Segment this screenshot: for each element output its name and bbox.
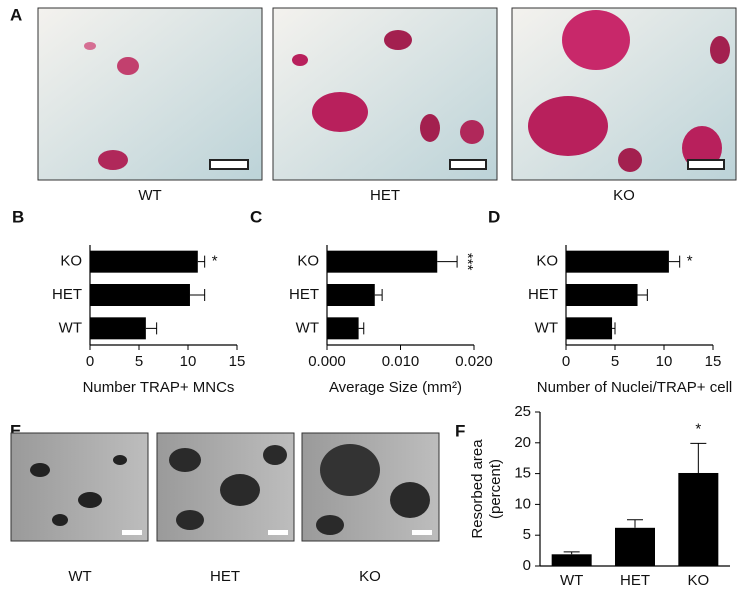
panel-letter: F (455, 421, 465, 440)
bar (551, 554, 592, 566)
error-bar (374, 289, 383, 301)
bar (566, 250, 669, 273)
y-tick-label: WT (535, 319, 558, 336)
y-tick-label: HET (528, 286, 558, 303)
bar (566, 317, 613, 340)
x-axis-label: Average Size (mm²) (329, 379, 462, 396)
y-tick-label: WT (59, 319, 82, 336)
panel-letter: E (10, 421, 21, 440)
x-tick-label: 5 (611, 353, 619, 370)
error-bar (358, 322, 365, 335)
panel-letter: A (10, 5, 22, 24)
bar (90, 250, 198, 273)
y-tick-label: WT (296, 319, 319, 336)
error-bar (668, 255, 681, 268)
x-tick-label: 0.010 (382, 353, 420, 370)
x-tick-label: 0 (86, 353, 94, 370)
significance-mark: * (687, 253, 693, 270)
micrograph-ko (301, 432, 440, 542)
x-axis-label: Number TRAP+ MNCs (83, 379, 235, 396)
bar (327, 317, 359, 340)
y-tick-label: KO (297, 253, 319, 270)
error-bar (637, 289, 648, 301)
y-tick-label: 5 (523, 526, 531, 543)
bar (615, 527, 655, 566)
micrograph-wt (37, 7, 263, 181)
micrograph-wt (10, 432, 149, 542)
bar (678, 472, 719, 566)
y-tick-label: HET (289, 286, 319, 303)
y-tick-label: 0 (523, 557, 531, 574)
x-tick-label: HET (620, 572, 650, 589)
significance-mark: *** (459, 253, 476, 271)
y-tick-label: 15 (514, 465, 531, 482)
y-tick-label: 10 (514, 495, 531, 512)
error-bar (189, 289, 206, 301)
bar (90, 284, 190, 306)
error-bar (437, 255, 458, 268)
caption: KO (613, 187, 635, 204)
x-tick-label: KO (687, 572, 709, 589)
error-bar (563, 551, 580, 555)
x-tick-label: 10 (656, 353, 673, 370)
micrograph-ko (511, 7, 737, 181)
x-tick-label: 5 (135, 353, 143, 370)
error-bar (627, 519, 643, 528)
panel-letter: B (12, 207, 24, 226)
y-tick-label: 20 (514, 434, 531, 451)
error-bar (197, 255, 206, 268)
y-tick-label: KO (60, 253, 82, 270)
caption: HET (370, 187, 400, 204)
bar (327, 250, 438, 273)
caption: KO (359, 568, 381, 585)
y-tick-label: KO (536, 253, 558, 270)
caption: WT (68, 568, 91, 585)
significance-mark: * (695, 420, 701, 437)
panel-letter: C (250, 207, 262, 226)
x-tick-label: 15 (229, 353, 246, 370)
x-axis-label: Number of Nuclei/TRAP+ cell (537, 379, 732, 396)
error-bar (145, 322, 158, 335)
bar (327, 284, 375, 306)
x-tick-label: WT (560, 572, 583, 589)
panel-letter: D (488, 207, 500, 226)
y-axis-label: Resorbed area (469, 439, 486, 539)
significance-mark: * (212, 253, 218, 270)
x-tick-label: 0.020 (455, 353, 493, 370)
micrograph-het (156, 432, 295, 542)
micrograph-het (272, 7, 498, 181)
x-tick-label: 10 (180, 353, 197, 370)
error-bar (612, 322, 616, 335)
bar (566, 284, 638, 306)
x-tick-label: 0.000 (308, 353, 346, 370)
y-tick-label: HET (52, 286, 82, 303)
y-tick-label: 25 (514, 403, 531, 420)
y-axis-label: (percent) (487, 459, 504, 519)
caption: WT (138, 187, 161, 204)
bar (90, 317, 146, 340)
error-bar (690, 442, 707, 473)
caption: HET (210, 568, 240, 585)
x-tick-label: 0 (562, 353, 570, 370)
x-tick-label: 15 (705, 353, 722, 370)
